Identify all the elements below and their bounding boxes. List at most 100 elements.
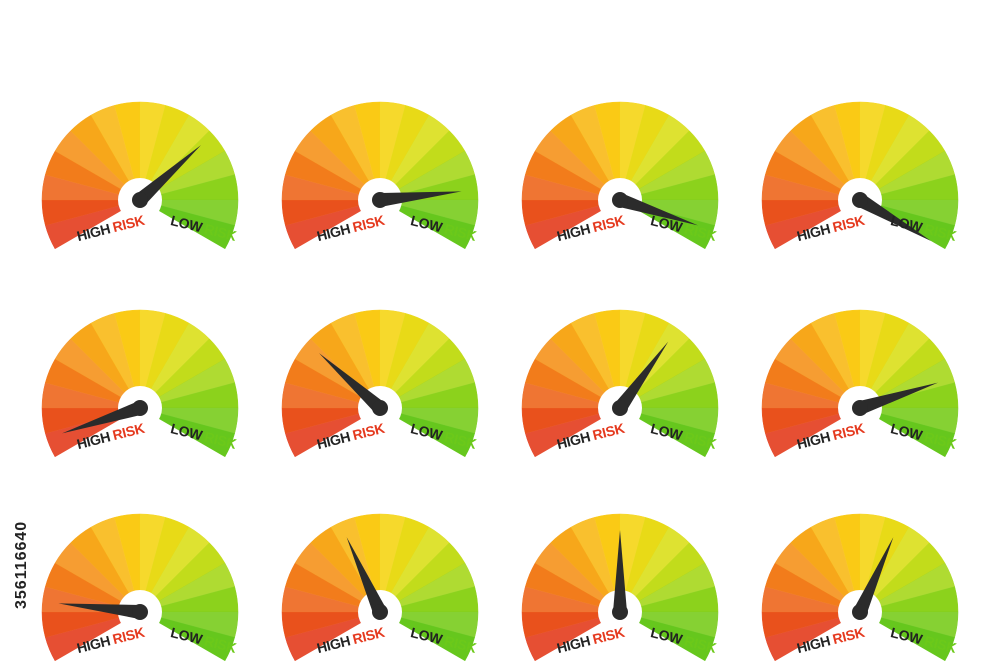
gauge-base-cut [773, 612, 947, 667]
gauge-ray [380, 151, 475, 200]
gauge-base-cut [533, 612, 707, 667]
gauge-needle [135, 145, 201, 206]
gauge-ray [295, 130, 380, 200]
gauge-segment [139, 611, 235, 662]
gauge-base-cut [773, 200, 947, 260]
risk-gauge: HIGH RISK LOW RISK [520, 258, 740, 468]
gauge-ray [571, 313, 620, 408]
needle-pivot [372, 400, 388, 416]
gauge-dial [41, 309, 239, 468]
gauge-ray [571, 517, 620, 612]
gauge-ray [380, 102, 406, 200]
gauge-ray [91, 517, 140, 612]
gauge-dial [521, 309, 719, 468]
gauge-ray [620, 514, 646, 612]
gauge-ray [775, 130, 860, 200]
needle-pivot [852, 604, 868, 620]
gauge-base-cut [53, 408, 227, 468]
risk-gauge: HIGH RISK LOW RISK [280, 462, 500, 667]
gauge-ray [140, 151, 235, 200]
gauge-needle [346, 537, 387, 615]
gauge-ray [860, 612, 958, 638]
gauge-needle [857, 382, 938, 415]
gauge-needle [853, 537, 894, 615]
gauge-ray [140, 200, 238, 226]
gauge-ray [285, 408, 380, 457]
gauge-ray [140, 612, 238, 638]
gauge-ray [140, 514, 166, 612]
risk-gauge: HIGH RISK LOW RISK [280, 50, 500, 260]
gauge-ray [765, 200, 860, 249]
gauge-ray [765, 408, 860, 457]
gauge-ray [525, 200, 620, 249]
gauge-ray [55, 542, 140, 612]
side-id-text: 356116640 [13, 520, 30, 609]
needle-pivot [132, 400, 148, 416]
gauge-ray [380, 514, 406, 612]
gauge-ray [282, 586, 380, 612]
gauge-ray [620, 612, 718, 638]
gauge-needle [856, 193, 932, 241]
gauge-ray [140, 323, 210, 408]
gauge-ray [522, 586, 620, 612]
gauge-ray [860, 323, 930, 408]
gauge-needle [379, 191, 462, 207]
gauge-ray [860, 563, 955, 612]
gauge-needle [319, 353, 385, 414]
gauge-ray [860, 200, 958, 226]
gauge-needle [58, 603, 141, 619]
gauge-dial [281, 513, 479, 667]
needle-pivot [612, 400, 628, 416]
risk-gauge: HIGH RISK LOW RISK [40, 258, 260, 468]
gauge-ray [775, 338, 860, 408]
gauge-ray [55, 338, 140, 408]
gauge-ray [285, 612, 380, 661]
gauge-ray [571, 105, 620, 200]
gauge-ray [525, 612, 620, 661]
gauge-segment [379, 611, 475, 662]
gauge-ray [620, 563, 715, 612]
gauge-ray [535, 338, 620, 408]
gauge-ray [331, 105, 380, 200]
needle-pivot [372, 604, 388, 620]
gauge-ray [140, 310, 166, 408]
needle-pivot [612, 192, 628, 208]
gauge-ray [380, 200, 478, 226]
gauge-ray [295, 542, 380, 612]
gauge-ray [380, 408, 478, 434]
gauge-ray [620, 102, 646, 200]
gauge-segment [139, 199, 235, 250]
gauge-segment [619, 611, 715, 662]
needle-pivot [372, 192, 388, 208]
gauge-ray [140, 408, 238, 434]
gauge-dial [41, 513, 239, 667]
gauge-ray [765, 612, 860, 661]
gauge-ray [775, 542, 860, 612]
gauge-ray [380, 527, 450, 612]
gauge-base-cut [533, 408, 707, 468]
gauge-ray [285, 200, 380, 249]
gauge-needle [62, 401, 143, 434]
gauge-dial [761, 513, 959, 667]
gauge-ray [140, 563, 235, 612]
gauge-ray [811, 313, 860, 408]
risk-gauge: HIGH RISK LOW RISK [40, 462, 260, 667]
gauge-ray [282, 174, 380, 200]
gauge-base-cut [53, 612, 227, 667]
gauge-segment [859, 407, 955, 458]
gauge-ray [55, 130, 140, 200]
side-id: 356116640 [12, 430, 32, 630]
gauge-dial [761, 309, 959, 468]
gauge-ray [860, 408, 958, 434]
gauge-ray [91, 313, 140, 408]
gauge-ray [535, 542, 620, 612]
gauge-ray [42, 174, 140, 200]
needle-pivot [132, 604, 148, 620]
risk-gauge: HIGH RISK LOW RISK [520, 462, 740, 667]
gauge-dial [41, 101, 239, 260]
gauge-ray [620, 151, 715, 200]
gauge-ray [282, 382, 380, 408]
gauge-ray [522, 382, 620, 408]
gauge-ray [860, 115, 930, 200]
